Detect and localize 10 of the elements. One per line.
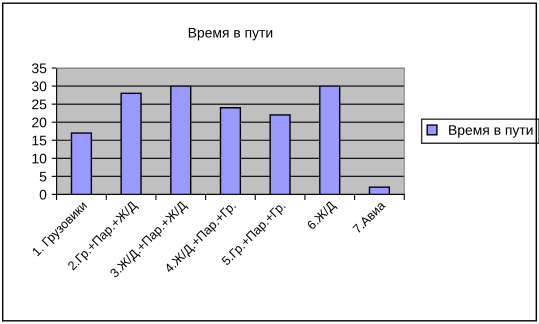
- y-tick-label: 30: [32, 81, 46, 92]
- y-tick-label: 20: [32, 118, 46, 128]
- legend-label: Время в пути: [449, 125, 533, 138]
- y-tick-label: 25: [32, 99, 46, 110]
- y-tick-label: 35: [32, 63, 46, 74]
- y-tick-label: 10: [32, 154, 46, 164]
- y-tick-label: 0: [40, 190, 46, 200]
- y-tick-label: 15: [32, 136, 46, 146]
- chart-title: Время в пути: [188, 28, 272, 40]
- y-tick-label: 5: [40, 172, 46, 182]
